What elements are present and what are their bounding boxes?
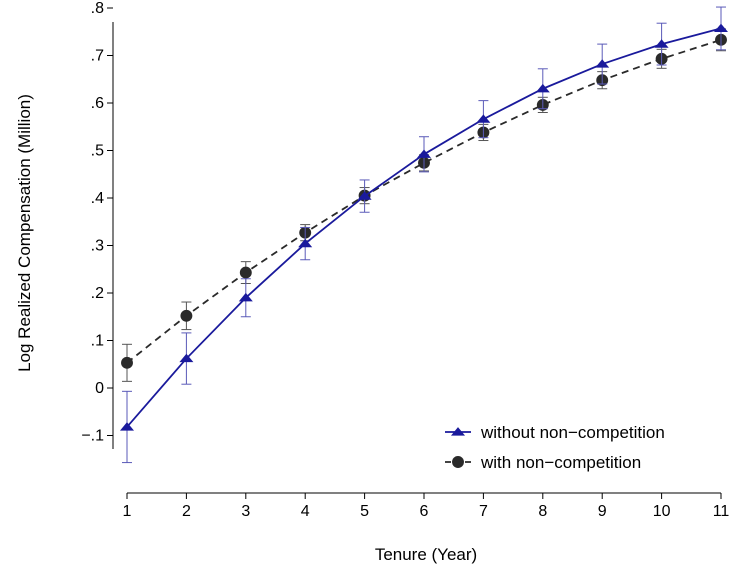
x-tick-label: 11 [713,503,730,520]
data-point [654,39,669,48]
legend: without non−competition with non−competit… [445,423,665,472]
series-line [126,38,722,364]
series-without-non-competition [120,6,728,464]
data-point [357,191,372,200]
data-point [238,292,253,302]
legend-item: with non−competition [445,453,641,472]
data-point [535,83,550,93]
x-tick-label: 4 [301,503,310,520]
x-tick-label: 8 [538,503,547,520]
data-point [298,238,313,248]
y-tick-label: 0 [95,380,104,397]
legend-marker [452,456,464,468]
y-tick-label: −.1 [81,428,104,445]
x-tick-label: 5 [360,503,369,520]
data-point [180,309,193,322]
x-tick-label: 7 [479,503,488,520]
x-tick-label: 1 [123,503,132,520]
plot-area [120,6,728,464]
x-tick-label: 10 [653,503,671,520]
x-tick-label: 6 [420,503,429,520]
data-point [120,422,134,431]
legend-marker [451,427,465,436]
x-tick-label: 9 [598,503,607,520]
x-tick-label: 2 [182,503,191,520]
data-point [476,114,491,123]
y-tick-label: .3 [91,238,104,255]
y-tick-label: .5 [91,143,104,160]
legend-label: without non−competition [480,423,665,442]
legend-label: with non−competition [480,453,641,472]
data-point [417,149,431,158]
y-tick-label: .2 [91,285,104,302]
x-tick-label: 3 [241,503,250,520]
y-tick-label: .4 [91,190,104,207]
legend-item: without non−competition [445,423,665,442]
y-axis-title: Log Realized Compensation (Million) [15,94,34,372]
data-point [595,59,610,68]
y-tick-label: .7 [91,48,104,65]
x-axis-title: Tenure (Year) [375,545,477,564]
y-tick-label: .1 [91,333,104,350]
y-tick-label: .6 [91,95,104,112]
data-point [239,266,252,279]
data-point [121,356,133,369]
y-tick-label: .8 [91,0,104,17]
axes: .8 .7 .6 .5 .4 .3 .2 .1 0 −.1 1 2 3 4 5 6 7 8 9 10 11 [81,0,729,520]
data-point [179,353,194,363]
data-point [714,23,728,33]
